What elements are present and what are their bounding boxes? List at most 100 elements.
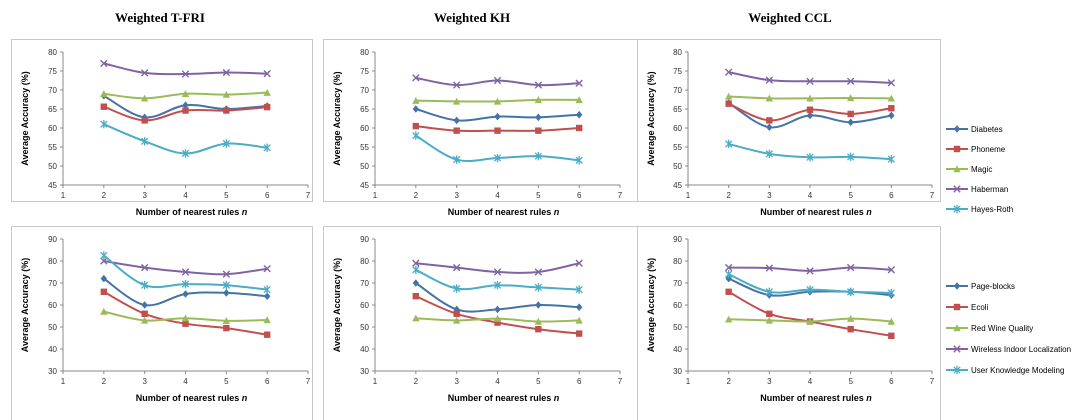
data-point: [534, 151, 542, 161]
x-tick-label: 5: [848, 377, 853, 386]
x-tick-label: 1: [686, 191, 691, 200]
x-tick-label: 2: [726, 191, 731, 200]
legend-marker: [953, 345, 961, 353]
x-tick-label: 2: [102, 191, 107, 200]
data-point: [575, 110, 583, 119]
legend: Diabetes Phoneme Magic Haberman Hayes-Roth: [946, 125, 1013, 214]
y-tick-label: 50: [360, 323, 369, 332]
x-tick-label: 4: [808, 377, 813, 386]
data-point: [263, 69, 271, 78]
y-tick-label: 80: [673, 48, 682, 57]
data-point: [223, 324, 230, 332]
x-tick-label: 2: [102, 377, 107, 386]
data-point: [453, 127, 460, 134]
data-point: [846, 314, 855, 322]
data-point: [806, 77, 814, 85]
x-tick-label: 2: [414, 191, 419, 200]
legend-marker: [953, 204, 961, 214]
y-tick-label: 60: [48, 124, 57, 133]
y-tick-label: 30: [673, 367, 682, 376]
data-point: [493, 314, 502, 322]
x-axis-title: Number of nearest rules n: [136, 207, 248, 217]
data-point: [887, 266, 896, 274]
legend-label: Page-blocks: [971, 282, 1015, 291]
legend-label: User Knowledge Modeling: [971, 366, 1064, 375]
x-tick-label: 5: [536, 377, 541, 386]
legend: Page-blocks Ecoli Red Wine Quality Wireless…: [946, 282, 1071, 375]
data-point: [100, 90, 108, 97]
legend-marker: [953, 303, 961, 311]
data-point: [766, 123, 773, 132]
data-point: [535, 113, 542, 122]
y-tick-label: 80: [48, 257, 57, 266]
data-point: [181, 279, 190, 289]
y-axis-title: Average Accuracy (%): [332, 71, 342, 165]
x-tick-label: 2: [414, 377, 419, 386]
x-tick-label: 7: [618, 191, 623, 200]
y-tick-label: 60: [360, 301, 369, 310]
data-point: [765, 94, 774, 102]
data-point: [453, 116, 460, 125]
chart-panel: 30 40 50 60 70 80 90 1 2 3 4 5 6 7 Number of nearest r…: [323, 226, 638, 420]
data-point: [412, 105, 420, 113]
data-point: [493, 281, 502, 290]
data-point: [847, 118, 854, 127]
data-point: [412, 293, 420, 300]
data-point: [182, 320, 189, 327]
x-axis-title: Number of nearest rules n: [448, 207, 560, 217]
data-point: [847, 326, 854, 333]
data-point: [575, 156, 583, 165]
data-point: [806, 153, 814, 162]
data-point: [412, 314, 420, 322]
x-tick-label: 5: [848, 191, 853, 200]
data-point: [494, 112, 501, 121]
x-tick-label: 6: [577, 191, 582, 200]
y-tick-label: 75: [673, 67, 682, 76]
x-tick-label: 7: [930, 377, 935, 386]
data-point: [493, 76, 502, 85]
data-point: [724, 263, 733, 272]
x-tick-label: 4: [808, 191, 813, 200]
x-tick-label: 6: [577, 377, 582, 386]
y-tick-label: 50: [673, 162, 682, 171]
legend-label: Haberman: [971, 185, 1008, 194]
x-axis-title: Number of nearest rules n: [136, 393, 248, 403]
y-tick-label: 90: [673, 235, 682, 244]
x-tick-label: 6: [889, 377, 894, 386]
legends: Diabetes Phoneme Magic Haberman Hayes-Roth Pa…: [946, 125, 1071, 375]
y-tick-label: 75: [360, 67, 369, 76]
legend-marker: [953, 145, 961, 153]
y-tick-label: 90: [48, 235, 57, 244]
x-tick-label: 3: [454, 191, 459, 200]
legend-marker: [953, 365, 961, 375]
data-point: [100, 251, 108, 260]
y-tick-label: 65: [48, 105, 57, 114]
data-point: [806, 285, 814, 294]
data-point: [575, 96, 583, 104]
y-axis-title: Average Accuracy (%): [646, 258, 656, 352]
data-point: [494, 305, 501, 314]
y-tick-label: 50: [360, 162, 369, 171]
x-tick-label: 2: [726, 377, 731, 386]
data-point: [888, 111, 895, 120]
y-tick-label: 80: [48, 48, 57, 57]
y-axis-title: Average Accuracy (%): [646, 71, 656, 165]
data-point: [575, 303, 583, 311]
data-point: [222, 281, 230, 290]
x-tick-label: 6: [265, 377, 270, 386]
x-tick-label: 4: [183, 377, 188, 386]
data-point: [846, 77, 855, 85]
data-point: [141, 137, 149, 146]
legend-marker: [953, 185, 961, 193]
data-point: [263, 88, 271, 96]
data-point: [412, 96, 420, 104]
data-point: [412, 74, 420, 82]
data-point: [100, 103, 108, 110]
data-point: [535, 326, 542, 333]
data-point: [725, 270, 733, 279]
data-point: [887, 79, 896, 87]
legend-label: Red Wine Quality: [971, 324, 1033, 333]
